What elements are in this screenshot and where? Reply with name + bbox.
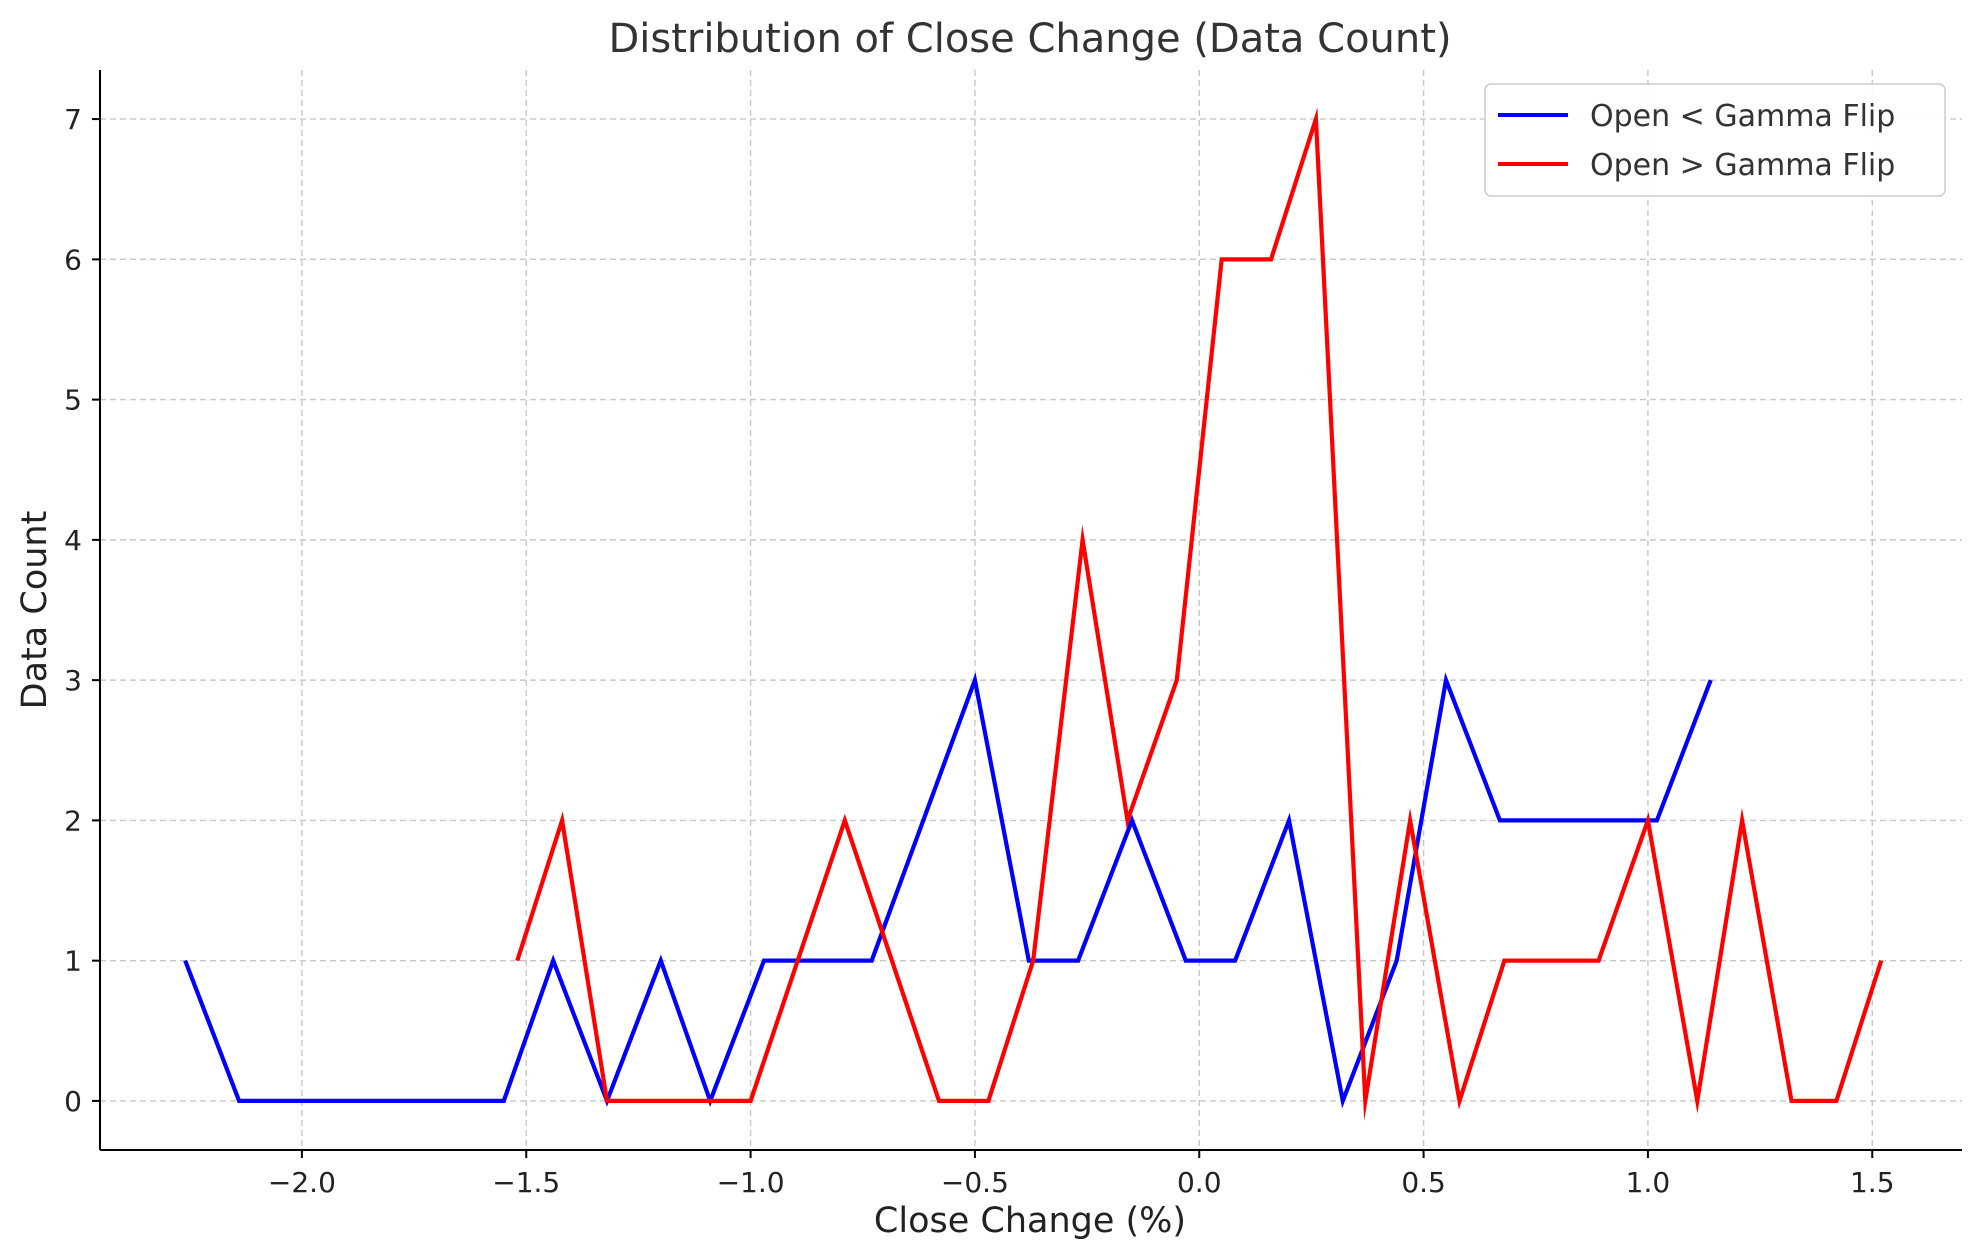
x-ticks: −2.0 −1.5 −1.0 −0.5 0.0 0.5 1.0 1.5 [268, 1150, 1895, 1199]
x-tick-label: −1.0 [717, 1166, 785, 1199]
legend-label-open-above: Open > Gamma Flip [1590, 148, 1895, 183]
legend-label-open-below: Open < Gamma Flip [1590, 99, 1895, 134]
grid [100, 70, 1962, 1150]
y-tick-label: 6 [64, 243, 82, 276]
y-tick-label: 5 [64, 384, 82, 417]
series-line-open-below-gamma-flip [183, 672, 1713, 1109]
legend-box [1484, 83, 1946, 197]
x-tick-label: −1.5 [492, 1166, 560, 1199]
x-tick-label: 0.5 [1401, 1166, 1446, 1199]
axes [99, 70, 1962, 1151]
x-tick-label: −2.0 [268, 1166, 336, 1199]
legend: Open < Gamma Flip Open > Gamma Flip [1484, 83, 1946, 197]
x-tick-label: 0.0 [1177, 1166, 1222, 1199]
x-tick-label: 1.0 [1626, 1166, 1671, 1199]
x-tick-label: −0.5 [941, 1166, 1009, 1199]
y-axis-label: Data Count [15, 511, 55, 710]
y-tick-label: 4 [64, 524, 82, 557]
y-tick-label: 7 [64, 103, 82, 136]
y-tick-label: 1 [64, 945, 82, 978]
series-lines [183, 107, 1884, 1122]
x-tick-label: 1.5 [1850, 1166, 1895, 1199]
y-tick-label: 0 [64, 1085, 82, 1118]
y-tick-label: 2 [64, 804, 82, 837]
y-tick-label: 3 [64, 664, 82, 697]
y-ticks: 0 1 2 3 4 5 6 7 [64, 103, 100, 1118]
x-axis-label: Close Change (%) [874, 1201, 1186, 1241]
chart-title: Distribution of Close Change (Data Count… [608, 16, 1451, 62]
